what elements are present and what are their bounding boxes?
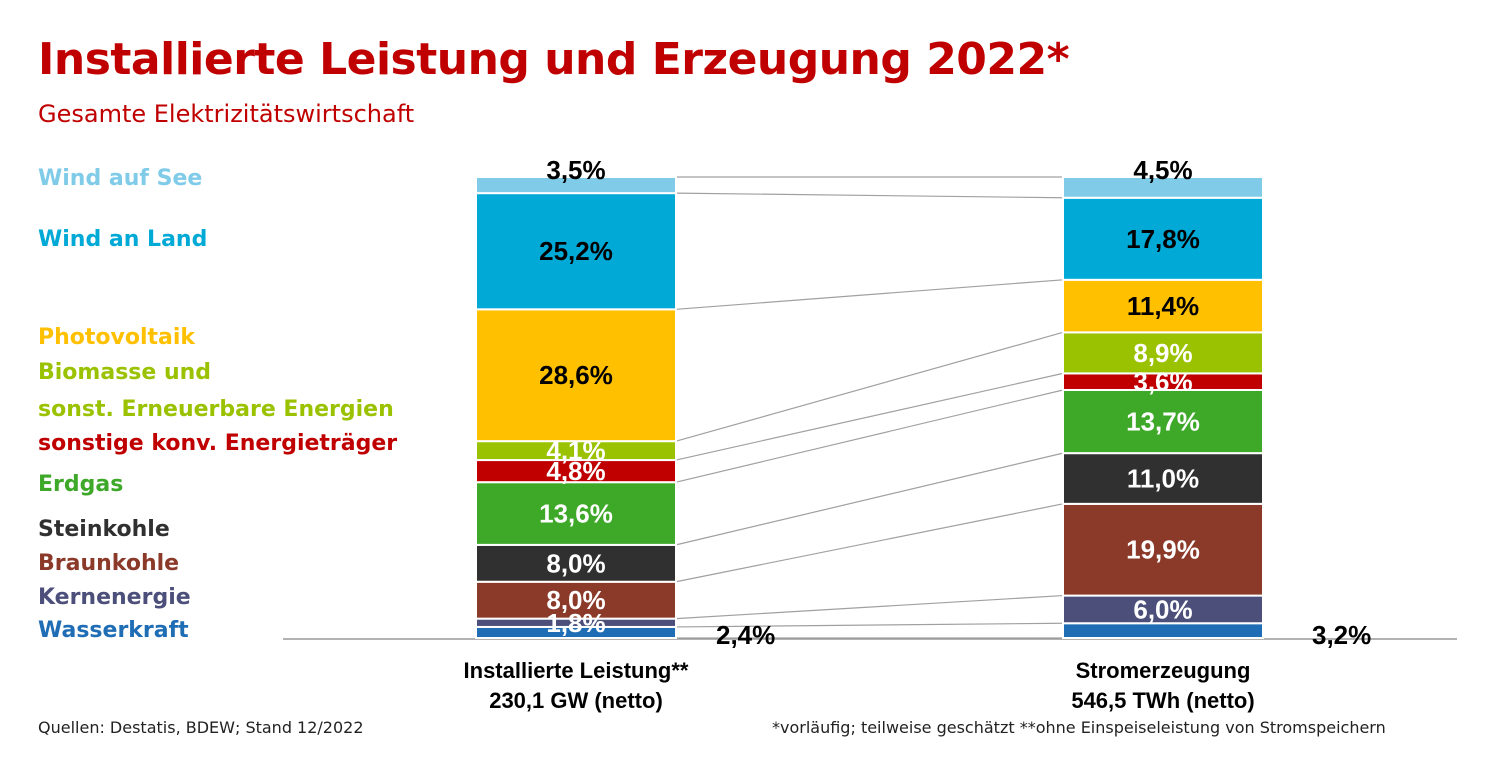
stacked-bar-2 (1062, 176, 1264, 639)
data-label-wind-auf-see-2: 4,5% (1133, 155, 1192, 185)
connector-line-wasserkraft (675, 622, 1064, 628)
data-label-biomasse-und-sonst-erneuerbare-energien-1: 4,1% (546, 436, 605, 466)
data-label-kernenergie-1: 1,8% (546, 608, 605, 638)
category-label-1-line-1: Installierte Leistung** (464, 658, 689, 683)
bar-segment-erdgas (1062, 388, 1264, 455)
data-label-wasserkraft-2: 3,2% (1312, 620, 1371, 650)
legend-braunkohle: Braunkohle (38, 551, 180, 576)
bar-segment-photovoltaik (1062, 278, 1264, 334)
stacked-bar-chart: 2,4%1,8%8,0%8,0%13,6%4,8%4,1%28,6%25,2%3… (283, 155, 1457, 713)
connector-lines (675, 176, 1064, 639)
category-label-1-line-2: 230,1 GW (netto) (489, 688, 663, 713)
data-label-erdgas-1: 13,6% (539, 499, 613, 529)
connector-line-braunkohle (675, 503, 1064, 583)
legend-wasserkraft: Wasserkraft (38, 618, 189, 643)
page-title: Installierte Leistung und Erzeugung 2022… (38, 34, 1070, 85)
bar-segment-wasserkraft (1062, 622, 1264, 639)
data-label-erdgas-2: 13,7% (1126, 407, 1200, 437)
data-label-wind-auf-see-1: 3,5% (546, 155, 605, 185)
footer-sources: Quellen: Destatis, BDEW; Stand 12/2022 (38, 718, 364, 737)
connector-line-wind-an-land (675, 192, 1064, 199)
stacked-bar-1 (475, 176, 677, 639)
bar-segment-kernenergie (1062, 594, 1264, 625)
data-label-wind-an-land-2: 17,8% (1126, 224, 1200, 254)
category-label-2-line-2: 546,5 TWh (netto) (1071, 688, 1254, 713)
legend-wind-an-land: Wind an Land (38, 227, 208, 252)
data-label-sonstige-konv-energieträger-2: 3,6% (1133, 367, 1192, 397)
page-subtitle: Gesamte Elektrizitätswirtschaft (38, 100, 415, 128)
bar-segment-braunkohle (1062, 502, 1264, 597)
legend-wind-auf-see: Wind auf See (38, 166, 203, 191)
bar-segment-steinkohle (1062, 452, 1264, 505)
data-label-photovoltaik-1: 28,6% (539, 360, 613, 390)
legend-kernenergie: Kernenergie (38, 585, 191, 610)
bar-segment-biomasse-und-sonst-erneuerbare-energien (1062, 331, 1264, 375)
bar-segment-wind-auf-see (1062, 176, 1264, 199)
bar-segment-wind-auf-see (475, 176, 677, 195)
category-label-2-line-1: Stromerzeugung (1076, 658, 1251, 683)
connector-line-photovoltaik (675, 279, 1064, 310)
bar-segment-steinkohle (475, 543, 677, 583)
legend-photovoltaik: Photovoltaik (38, 325, 196, 350)
bar-segment-wind-an-land (1062, 196, 1264, 281)
data-label-wind-an-land-1: 25,2% (539, 236, 613, 266)
data-label-kernenergie-2: 6,0% (1133, 594, 1192, 624)
legend-sonstige-konv: sonstige konv. Energieträger (38, 431, 398, 456)
bar-segment-wind-an-land (475, 192, 677, 311)
data-label-braunkohle-2: 19,9% (1126, 535, 1200, 565)
legend-steinkohle: Steinkohle (38, 517, 170, 542)
connector-line-kernenergie (675, 594, 1064, 620)
bar-segment-erdgas (475, 481, 677, 546)
data-label-steinkohle-2: 11,0% (1127, 463, 1199, 493)
connector-line-steinkohle (675, 452, 1064, 546)
connector-line-biomasse-und-sonst-erneuerbare-energien (675, 331, 1064, 442)
legend-erdgas: Erdgas (38, 472, 124, 497)
data-label-steinkohle-1: 8,0% (546, 548, 605, 578)
data-label-photovoltaik-2: 11,4% (1127, 291, 1199, 321)
connector-line-erdgas (675, 389, 1064, 483)
data-label-sonstige-konv-energieträger-1: 4,8% (546, 456, 605, 486)
legend-biomasse-line1: Biomasse und (38, 360, 212, 385)
data-label-biomasse-und-sonst-erneuerbare-energien-2: 8,9% (1133, 338, 1192, 368)
data-label-braunkohle-1: 8,0% (546, 585, 605, 615)
legend-biomasse-line2: sonst. Erneuerbare Energien (38, 397, 394, 422)
footer-note: *vorläufig; teilweise geschätzt **ohne E… (772, 718, 1386, 737)
connector-line-sonstige-konv-energieträger (675, 372, 1064, 461)
data-label-wasserkraft-1: 2,4% (716, 620, 775, 650)
